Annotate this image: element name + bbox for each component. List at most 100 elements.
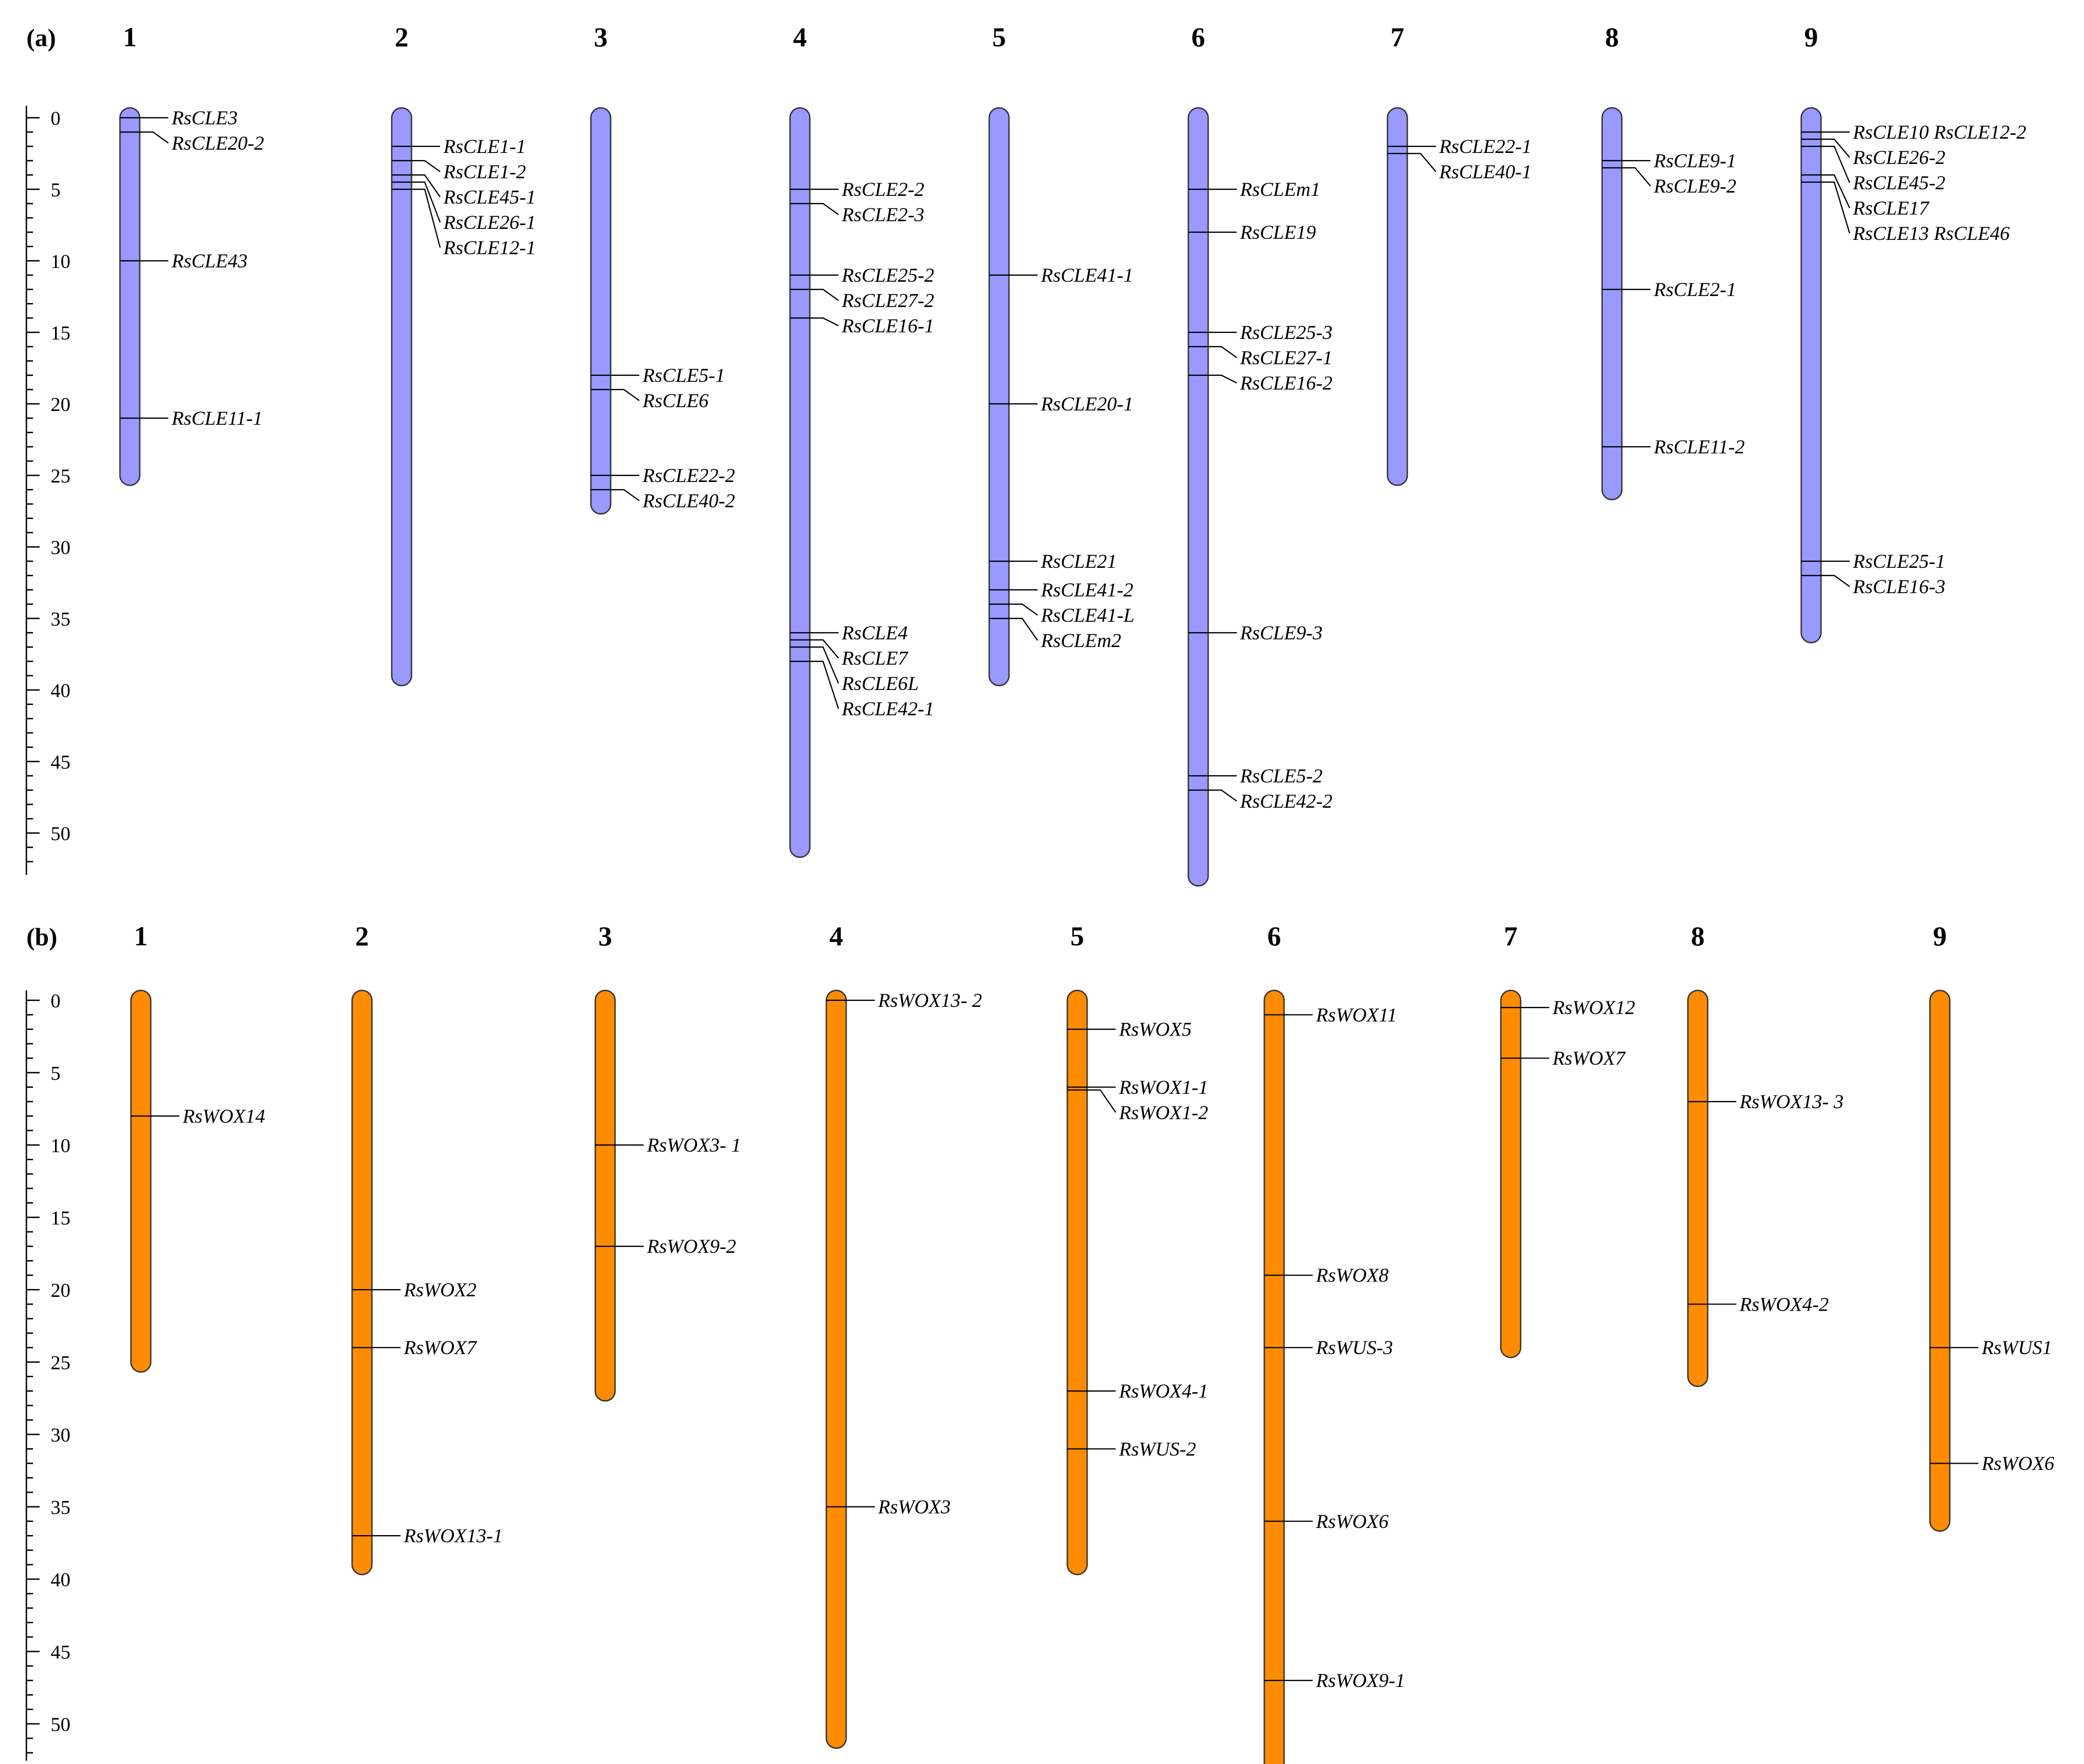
- chromosome-1: 1 RsCLE3 RsCLE20-2 RsCLE43 RsCLE11-1: [119, 21, 264, 486]
- gene-marker: RsCLE16-1: [790, 315, 934, 337]
- gene-marker: RsCLE43: [120, 250, 248, 272]
- gene-marker: RsCLE20-1: [989, 393, 1133, 415]
- gene-marker: RsCLE6L: [790, 646, 919, 694]
- chromosome-8: 8 RsWOX13- 3 RsWOX4-2: [1687, 921, 1844, 1388]
- gene-label: RsCLEm2: [1040, 629, 1121, 651]
- gene-position-line: [989, 617, 1038, 641]
- chromosome-number: 8: [1691, 921, 1705, 951]
- chromosome-number: 1: [123, 21, 137, 52]
- chromosome-bar: [1601, 107, 1623, 501]
- chromosome-bar: [130, 989, 152, 1373]
- chromosome-number: 6: [1192, 21, 1205, 52]
- chromosome-number: 9: [1805, 21, 1818, 52]
- chromosome-5: 5 RsCLE41-1 RsCLE20-1 RsCLE21 RsCLE41-2 RsCLE…: [988, 21, 1134, 687]
- chromosome-1: 1 RsWOX14: [130, 921, 265, 1373]
- gene-label: RsCLE45-2: [1852, 172, 1945, 194]
- gene-position-line: [392, 188, 441, 248]
- gene-marker: RsWOX3: [826, 1496, 951, 1518]
- chromosome-bar: [1500, 989, 1522, 1358]
- gene-label: RsCLE26-1: [443, 211, 536, 233]
- gene-marker: RsCLE2-2: [790, 178, 924, 200]
- gene-position-line: [591, 388, 640, 401]
- axis-tick-label: 15: [51, 322, 70, 344]
- chromosome-bar: [1687, 989, 1709, 1388]
- gene-label: RsCLE41-1: [1040, 264, 1133, 286]
- axis-tick-label: 10: [51, 1135, 70, 1157]
- gene-marker: RsCLE9-1: [1602, 150, 1736, 172]
- gene-label: RsCLE5-2: [1240, 765, 1323, 787]
- chromosome-2: 2 RsWOX2 RsWOX7 RsWOX13-1: [351, 921, 503, 1575]
- gene-marker: RsWOX13- 2: [826, 989, 982, 1011]
- gene-position-line: [1387, 152, 1436, 172]
- chromosome-number: 4: [830, 921, 843, 951]
- chromosome-3: 3 RsWOX3- 1 RsWOX9-2: [594, 921, 741, 1402]
- axis-tick-label: 0: [51, 107, 61, 129]
- gene-position-line: [392, 181, 441, 223]
- chromosome-bar: [351, 989, 373, 1575]
- panel-b-wox-map: (b)051015202530354045501RsWOX142RsWOX2Rs…: [25, 921, 2054, 1764]
- gene-marker: RsWOX5: [1067, 1018, 1192, 1040]
- axis-tick-label: 20: [51, 393, 70, 415]
- gene-label: RsWOX6: [1315, 1510, 1389, 1532]
- gene-position-line: [392, 160, 441, 172]
- gene-position-line: [1188, 789, 1237, 802]
- gene-marker: RsCLE4: [790, 622, 908, 644]
- axis-tick-label: 5: [51, 179, 61, 201]
- gene-label: RsCLE41-L: [1040, 604, 1134, 626]
- gene-label: RsWOX13-1: [403, 1525, 503, 1547]
- chromosome-number: 6: [1268, 921, 1281, 951]
- panel-a-cle-map: (a)051015202530354045501RsCLE3RsCLE20-2R…: [25, 21, 2026, 887]
- gene-label: RsCLE16-1: [841, 315, 934, 337]
- gene-marker: RsCLE41-L: [989, 603, 1134, 626]
- gene-label: RsWOX6: [1981, 1453, 2054, 1475]
- gene-marker: RsCLEm1: [1188, 178, 1320, 200]
- gene-marker: RsCLEm2: [989, 617, 1121, 651]
- gene-label: RsWOX9-2: [646, 1235, 736, 1257]
- gene-position-line: [1801, 145, 1851, 183]
- gene-label: RsCLE26-2: [1852, 146, 1945, 168]
- chromosome-8: 8 RsCLE9-1 RsCLE9-2 RsCLE2-1 RsCLE11-2: [1601, 21, 1745, 501]
- chromosome-5: 5 RsWOX5 RsWOX1-1 RsWOX1-2 RsWOX4-1 RsWUS-2: [1066, 921, 1208, 1575]
- gene-marker: RsWOX7: [352, 1336, 478, 1358]
- axis-tick-label: 30: [51, 1424, 70, 1446]
- gene-marker: RsCLE5-1: [591, 364, 725, 386]
- gene-position-line: [790, 646, 840, 684]
- gene-position-line: [790, 660, 840, 709]
- gene-marker: RsCLE25-2: [790, 264, 934, 286]
- gene-label: RsCLE41-2: [1040, 579, 1133, 601]
- gene-label: RsCLE17: [1852, 197, 1930, 219]
- axis-tick-label: 40: [51, 1569, 70, 1591]
- gene-marker: RsCLE7: [790, 639, 909, 669]
- gene-marker: RsWOX13-1: [352, 1525, 503, 1547]
- gene-marker: RsCLE25-3: [1188, 321, 1332, 343]
- gene-label: RsCLE1-1: [443, 135, 526, 157]
- chromosome-number: 9: [1933, 921, 1947, 951]
- gene-label: RsCLE11-2: [1653, 436, 1745, 458]
- gene-marker: RsCLE11-2: [1602, 436, 1745, 458]
- gene-label: RsCLE13 RsCLE46: [1852, 222, 2010, 244]
- gene-label: RsCLE27-1: [1240, 347, 1332, 369]
- gene-marker: RsCLE27-2: [790, 288, 934, 311]
- gene-marker: RsWOX3- 1: [595, 1134, 741, 1156]
- gene-label: RsCLE7: [841, 647, 909, 669]
- axis-tick-label: 35: [51, 1497, 70, 1519]
- chromosome-bar: [590, 107, 612, 515]
- gene-label: RsCLE9-1: [1653, 150, 1736, 172]
- chromosome-bar: [1800, 107, 1822, 644]
- gene-position-line: [1188, 374, 1237, 384]
- chromosome-6: 6 RsWOX11 RsWOX8 RsWUS-3 RsWOX6 RsWOX9-1: [1263, 921, 1405, 1764]
- gene-marker: RsCLE9-2: [1602, 167, 1736, 197]
- gene-marker: RsCLE26-2: [1801, 138, 1945, 168]
- gene-label: RsCLE20-2: [171, 132, 264, 154]
- chromosome-number: 3: [594, 21, 608, 52]
- gene-label: RsWOX5: [1118, 1018, 1192, 1040]
- gene-label: RsCLE11-1: [171, 407, 262, 429]
- gene-position-line: [790, 288, 839, 301]
- gene-position-line: [1801, 181, 1851, 234]
- chromosome-2: 2 RsCLE1-1 RsCLE1-2 RsCLE45-1 RsCLE26-1 RsCLE…: [391, 21, 536, 687]
- gene-label: RsWOX11: [1315, 1004, 1397, 1026]
- gene-label: RsCLE5-1: [642, 364, 725, 386]
- gene-marker: RsCLE22-1: [1387, 135, 1532, 157]
- gene-label: RsCLE21: [1040, 550, 1117, 572]
